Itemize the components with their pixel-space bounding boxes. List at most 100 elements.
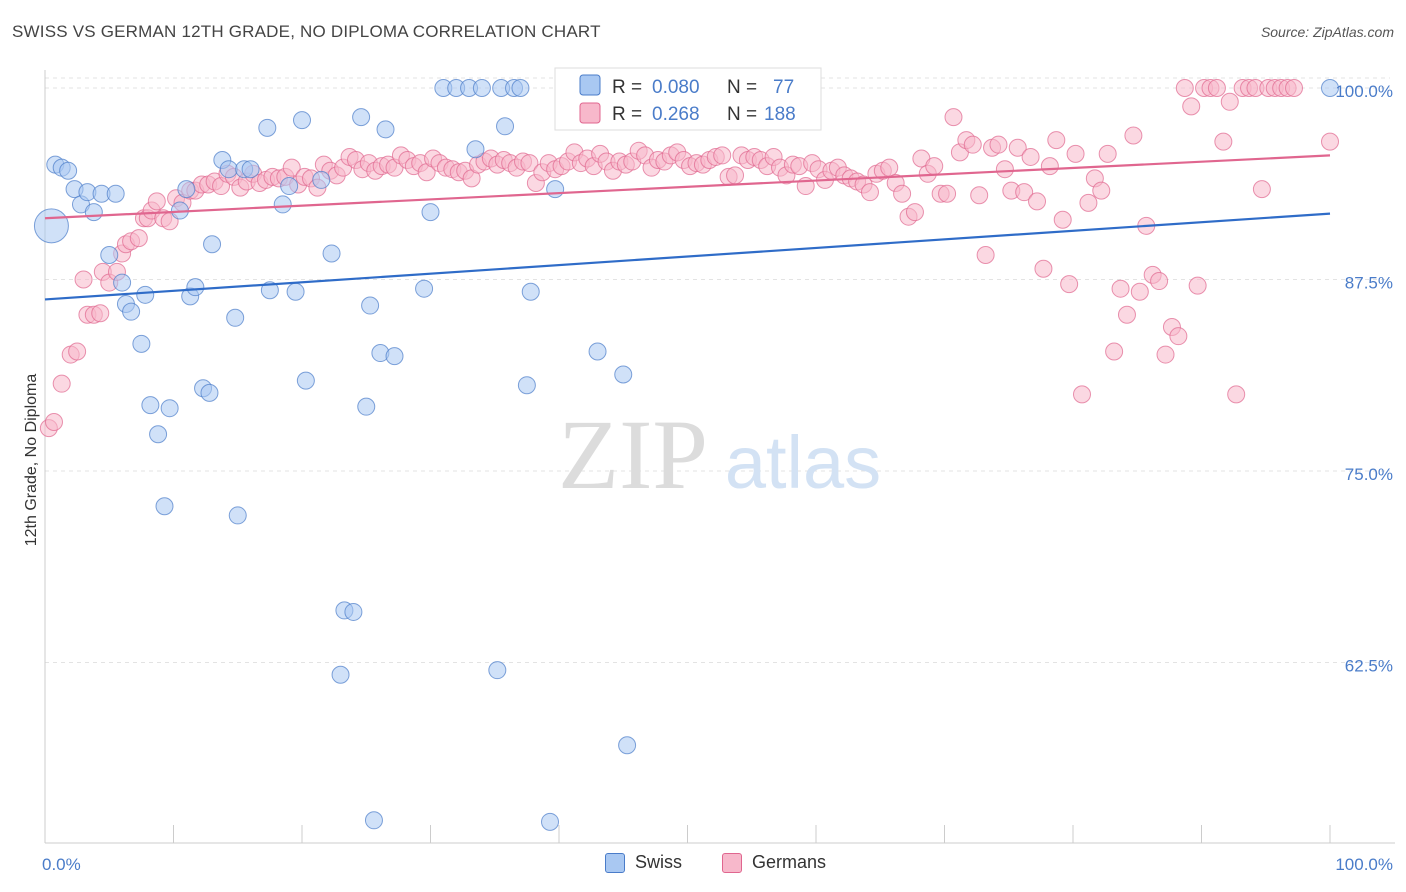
point-swiss-61[interactable] (496, 117, 515, 136)
point-swiss-19[interactable] (160, 399, 179, 418)
point-swiss-28[interactable] (219, 160, 238, 179)
point-swiss-32[interactable] (241, 160, 260, 179)
point-swiss-11[interactable] (113, 273, 132, 292)
point-swiss-29[interactable] (226, 308, 245, 327)
point-swiss-41[interactable] (322, 244, 341, 263)
point-swiss-44[interactable] (344, 602, 363, 621)
point-germans-2[interactable] (52, 374, 71, 393)
point-germans-168[interactable] (1105, 342, 1124, 361)
point-swiss-71[interactable] (618, 736, 637, 755)
point-swiss-70[interactable] (614, 365, 633, 384)
point-swiss-30[interactable] (228, 506, 247, 525)
point-germans-157[interactable] (1034, 259, 1053, 278)
point-germans-146[interactable] (963, 135, 982, 154)
point-germans-178[interactable] (1169, 327, 1188, 346)
point-germans-19[interactable] (147, 192, 166, 211)
point-swiss-58[interactable] (472, 79, 491, 97)
point-swiss-23[interactable] (186, 278, 205, 297)
point-germans-186[interactable] (1220, 92, 1239, 111)
point-swiss-64[interactable] (517, 376, 536, 395)
point-germans-170[interactable] (1117, 305, 1136, 324)
point-swiss-63[interactable] (511, 79, 530, 97)
point-swiss-36[interactable] (280, 177, 299, 196)
point-germans-15[interactable] (129, 229, 148, 248)
point-swiss-51[interactable] (385, 347, 404, 366)
legend-item-germans[interactable]: Germans (722, 852, 826, 873)
point-germans-196[interactable] (1285, 79, 1304, 97)
point-swiss-65[interactable] (521, 282, 540, 301)
point-germans-142[interactable] (938, 184, 957, 203)
point-germans-187[interactable] (1227, 385, 1246, 404)
point-germans-155[interactable] (1021, 147, 1040, 166)
point-germans-153[interactable] (1008, 138, 1027, 157)
point-swiss-45[interactable] (352, 108, 371, 127)
point-germans-184[interactable] (1207, 79, 1226, 97)
point-germans-143[interactable] (944, 108, 963, 127)
point-swiss-3[interactable] (59, 161, 78, 180)
point-swiss-26[interactable] (203, 235, 222, 254)
point-germans-175[interactable] (1150, 272, 1169, 291)
point-germans-140[interactable] (925, 157, 944, 176)
point-swiss-21[interactable] (177, 180, 196, 199)
point-germans-154[interactable] (1015, 183, 1034, 202)
point-swiss-66[interactable] (541, 812, 560, 831)
legend-item-swiss[interactable]: Swiss (605, 852, 682, 873)
point-swiss-69[interactable] (588, 342, 607, 361)
point-swiss-18[interactable] (155, 497, 174, 516)
point-germans-180[interactable] (1182, 97, 1201, 116)
point-swiss-10[interactable] (106, 184, 125, 203)
point-germans-133[interactable] (880, 158, 899, 177)
point-swiss-9[interactable] (100, 245, 119, 264)
point-swiss-46[interactable] (357, 397, 376, 416)
point-germans-150[interactable] (989, 135, 1008, 154)
point-germans-40[interactable] (282, 158, 301, 177)
point-swiss-7[interactable] (84, 203, 103, 222)
point-germans-163[interactable] (1072, 385, 1091, 404)
point-germans-151[interactable] (995, 160, 1014, 179)
point-germans-164[interactable] (1079, 193, 1098, 212)
point-swiss-57[interactable] (466, 140, 485, 159)
point-germans-158[interactable] (1040, 157, 1059, 176)
point-germans-176[interactable] (1156, 345, 1175, 364)
point-swiss-53[interactable] (421, 203, 440, 222)
point-germans-8[interactable] (91, 304, 110, 323)
point-germans-148[interactable] (976, 245, 995, 264)
point-swiss-48[interactable] (364, 811, 383, 830)
point-swiss-37[interactable] (286, 282, 305, 301)
point-germans-1[interactable] (44, 412, 63, 431)
point-germans-156[interactable] (1028, 192, 1047, 211)
point-germans-171[interactable] (1124, 126, 1143, 145)
point-swiss-47[interactable] (361, 296, 380, 315)
point-swiss-50[interactable] (376, 120, 395, 139)
point-germans-107[interactable] (713, 146, 732, 165)
point-germans-191[interactable] (1252, 180, 1271, 199)
point-germans-77[interactable] (520, 154, 539, 173)
point-swiss-42[interactable] (331, 665, 350, 684)
point-germans-197[interactable] (1321, 132, 1339, 151)
point-germans-162[interactable] (1066, 144, 1085, 163)
point-swiss-17[interactable] (149, 425, 168, 444)
point-swiss-40[interactable] (312, 170, 331, 189)
point-germans-167[interactable] (1098, 144, 1117, 163)
point-germans-185[interactable] (1214, 132, 1233, 151)
point-germans-179[interactable] (1175, 79, 1194, 97)
point-swiss-39[interactable] (296, 371, 315, 390)
point-germans-5[interactable] (74, 270, 93, 289)
point-swiss-15[interactable] (136, 285, 155, 304)
point-germans-159[interactable] (1047, 131, 1066, 150)
point-swiss-59[interactable] (488, 661, 507, 680)
point-germans-135[interactable] (893, 184, 912, 203)
point-swiss-35[interactable] (273, 195, 292, 214)
point-germans-109[interactable] (726, 166, 745, 185)
point-swiss-34[interactable] (260, 281, 279, 300)
point-germans-130[interactable] (860, 183, 879, 202)
point-swiss-33[interactable] (258, 118, 277, 137)
point-swiss-38[interactable] (293, 111, 311, 130)
point-swiss-25[interactable] (200, 383, 219, 402)
point-germans-137[interactable] (905, 203, 924, 222)
point-swiss-14[interactable] (132, 334, 151, 353)
point-germans-169[interactable] (1111, 279, 1130, 298)
point-swiss-76[interactable] (1321, 79, 1339, 97)
point-swiss-67[interactable] (546, 180, 565, 199)
point-swiss-52[interactable] (415, 279, 434, 298)
